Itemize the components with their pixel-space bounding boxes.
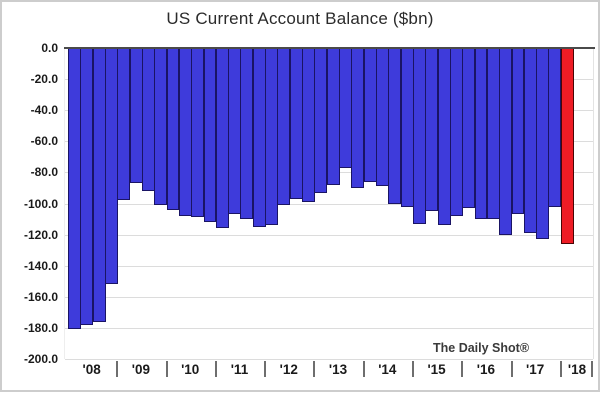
gridline — [65, 359, 593, 360]
gridline — [65, 265, 593, 267]
gridline — [65, 327, 593, 329]
x-year-label: '14 — [378, 362, 397, 377]
x-axis-tick — [165, 361, 168, 377]
gridline — [65, 296, 593, 298]
bar — [462, 48, 476, 209]
bar — [265, 48, 279, 226]
bar — [437, 48, 451, 226]
x-axis-tick — [362, 361, 365, 377]
bar — [178, 48, 192, 216]
bar — [104, 48, 118, 285]
bar — [289, 48, 303, 199]
bar — [314, 48, 328, 193]
x-year-label: '09 — [131, 362, 151, 377]
bar — [166, 48, 180, 210]
bar — [277, 48, 291, 206]
x-year-label: '10 — [181, 362, 200, 377]
y-axis: 0.0 -20.0 -40.0 -60.0 -80.0 -100.0 -120.0 -140.… — [6, 41, 58, 366]
bar — [215, 48, 229, 229]
bar — [154, 48, 168, 206]
x-axis-tick — [313, 361, 316, 377]
bar-highlighted — [560, 48, 574, 244]
x-axis-tick — [411, 361, 414, 377]
y-tick-label: -80.0 — [30, 165, 58, 180]
bar — [302, 48, 315, 202]
x-axis-tick — [214, 361, 217, 377]
bar — [449, 48, 463, 216]
x-axis-end-tick — [591, 361, 593, 377]
bar — [376, 48, 389, 187]
bar — [486, 48, 500, 220]
bar — [141, 48, 155, 192]
bar — [499, 48, 513, 235]
bar — [68, 48, 81, 330]
y-tick-label: -120.0 — [23, 227, 58, 242]
bar — [400, 48, 414, 207]
bar — [339, 48, 352, 168]
y-tick-label: -20.0 — [30, 72, 58, 87]
x-axis-tick — [559, 361, 562, 377]
y-tick-label: -40.0 — [30, 103, 58, 118]
daily-shot-watermark: The Daily Shot® — [433, 341, 530, 355]
bar — [228, 48, 242, 215]
chart-title: US Current Account Balance ($bn) — [166, 9, 434, 28]
x-axis-tick — [116, 361, 119, 377]
bar — [252, 48, 266, 227]
plot-area: The Daily Shot® — [64, 47, 595, 360]
gridline — [65, 234, 593, 236]
bar — [412, 48, 426, 224]
x-year-label: '13 — [328, 362, 348, 377]
bar — [191, 48, 205, 218]
bar — [80, 48, 94, 325]
y-tick-label: -60.0 — [30, 134, 58, 149]
bar — [92, 48, 106, 322]
x-year-label: '11 — [230, 362, 249, 377]
y-tick-label: -100.0 — [23, 196, 58, 211]
bar — [351, 48, 365, 188]
bar — [536, 48, 550, 240]
y-tick-label: -140.0 — [23, 258, 58, 273]
x-axis-tick — [264, 361, 267, 377]
y-tick-label: -180.0 — [23, 320, 58, 335]
bar — [523, 48, 537, 234]
x-year-label: '16 — [476, 362, 495, 377]
bar — [511, 48, 525, 215]
x-year-label: '08 — [82, 362, 101, 377]
y-tick-label: 0.0 — [41, 41, 58, 55]
bar — [425, 48, 439, 212]
x-year-label: '17 — [526, 362, 545, 377]
x-axis: '08 '09 '10 '11 '12 '13 '14 '15 '16 '17 '18 — [64, 359, 594, 385]
bar — [548, 48, 562, 207]
x-axis-tick — [510, 361, 513, 377]
bar — [363, 48, 377, 182]
bar — [117, 48, 131, 201]
x-year-label: '18 — [567, 362, 587, 377]
bar — [474, 48, 488, 220]
bar — [129, 48, 143, 184]
y-tick-label: -200.0 — [23, 352, 58, 366]
zero-baseline — [64, 47, 595, 49]
gridline — [65, 203, 593, 205]
x-year-label: '12 — [279, 362, 298, 377]
y-tick-label: -160.0 — [23, 289, 58, 304]
bar — [388, 48, 402, 204]
bar — [203, 48, 217, 223]
bar — [326, 48, 340, 185]
bar — [240, 48, 254, 220]
x-axis-tick — [461, 361, 464, 377]
x-year-label: '15 — [427, 362, 446, 377]
